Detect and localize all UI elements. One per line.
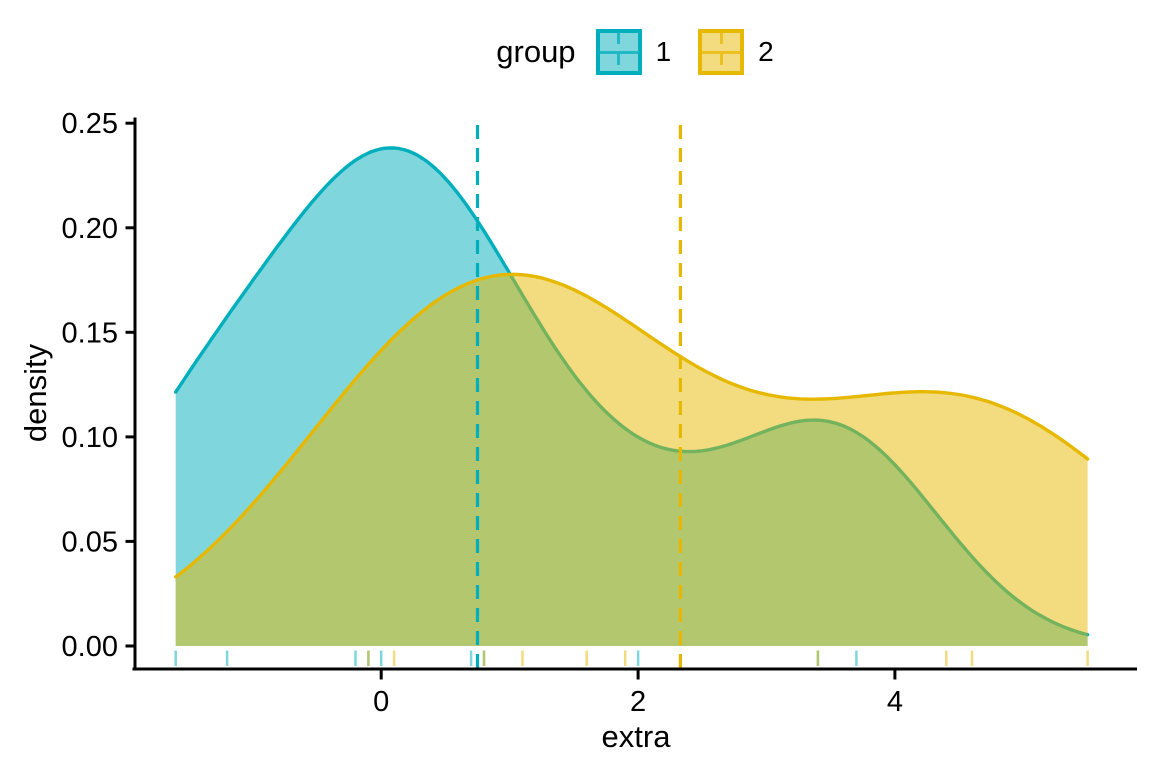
y-axis-tick-label: 0.25 bbox=[62, 108, 118, 140]
legend-key-mean-dash-line bbox=[617, 33, 621, 71]
legend-label-group-2: 2 bbox=[758, 36, 774, 67]
legend-key-group-2 bbox=[698, 29, 745, 75]
y-axis-tick-label: 0.10 bbox=[62, 422, 118, 454]
x-axis-tick-label: 2 bbox=[630, 686, 646, 718]
legend-title: group bbox=[496, 34, 576, 69]
legend-label-group-1: 1 bbox=[655, 36, 672, 67]
y-axis-tick-label: 0.20 bbox=[62, 213, 118, 245]
y-axis-tick-label: 0.05 bbox=[62, 526, 118, 558]
x-axis-title: extra bbox=[601, 719, 671, 754]
legend-key-group-1 bbox=[595, 29, 642, 75]
x-axis-tick-label: 0 bbox=[373, 686, 389, 718]
legend: group 1 2 bbox=[0, 29, 1152, 75]
density-curve-group-2 bbox=[174, 272, 1090, 579]
x-axis-tick-label: 4 bbox=[887, 686, 903, 718]
density-area-group-2 bbox=[175, 274, 1088, 646]
y-axis-tick-label: 0.00 bbox=[62, 631, 118, 663]
y-axis-title: density bbox=[18, 343, 53, 443]
legend-key-mean-dash-line bbox=[719, 33, 723, 71]
y-axis-tick-label: 0.15 bbox=[62, 317, 118, 349]
